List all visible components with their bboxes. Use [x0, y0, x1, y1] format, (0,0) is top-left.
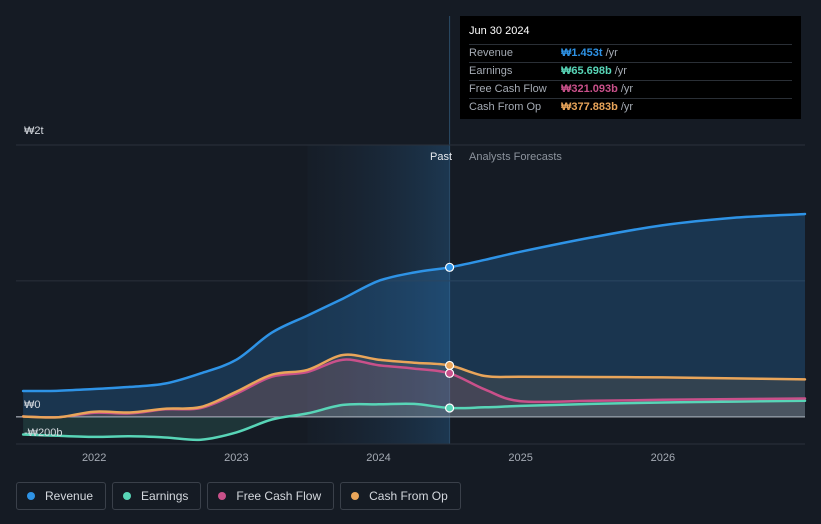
tooltip: Jun 30 2024 Revenue ₩1.453t /yr Earnings…: [460, 16, 801, 119]
tooltip-unit: /yr: [614, 65, 627, 77]
gridlines: [16, 144, 805, 445]
tooltip-value: ₩377.883b: [561, 101, 618, 113]
tooltip-row-free-cash-flow: Free Cash Flow ₩321.093b /yr: [469, 80, 792, 97]
legend-dot-icon: [27, 492, 35, 500]
x-tick-label: 2026: [651, 452, 675, 464]
tooltip-value: ₩1.453t: [561, 47, 603, 59]
x-tick-label: 2024: [366, 452, 390, 464]
legend-label: Revenue: [45, 489, 94, 503]
line-cash-from-op: [21, 353, 807, 419]
legend-label: Cash From Op: [369, 489, 448, 503]
x-tick-label: 2022: [82, 452, 106, 464]
legend-item-free-cash-flow[interactable]: Free Cash Flow: [207, 482, 335, 510]
hover-markers: [444, 262, 455, 413]
y-axis-labels: ₩2t ₩0 -₩200b: [24, 125, 63, 439]
forecast-label: Analysts Forecasts: [469, 151, 562, 163]
legend-item-revenue[interactable]: Revenue: [16, 482, 107, 510]
y-tick-label: ₩2t: [24, 125, 44, 137]
legend-item-earnings[interactable]: Earnings: [112, 482, 202, 510]
legend-dot-icon: [218, 492, 227, 500]
legend-item-cash-from-op[interactable]: Cash From Op: [340, 482, 461, 510]
tooltip-unit: /yr: [620, 83, 634, 95]
tooltip-row-earnings: Earnings ₩65.698b /yr: [469, 62, 792, 79]
line-revenue: [21, 212, 807, 393]
tooltip-row-cash-from-op: Cash From Op ₩377.883b /yr: [469, 98, 792, 115]
tooltip-label: Free Cash Flow: [469, 83, 547, 95]
past-region-band: [307, 145, 450, 444]
y-tick-label: ₩0: [24, 399, 41, 411]
marker-cash-from-op: [444, 360, 455, 371]
tooltip-label: Cash From Op: [469, 101, 542, 113]
area-earnings: [23, 400, 806, 440]
line-earnings: [21, 399, 807, 442]
past-label: Past: [430, 151, 452, 163]
marker-free-cash-flow: [444, 368, 455, 378]
series-lines: [21, 212, 807, 442]
tooltip-label: Earnings: [469, 65, 513, 77]
x-tick-label: 2023: [224, 452, 248, 464]
tooltip-date: Jun 30 2024: [469, 25, 530, 37]
x-tick-label: 2025: [508, 452, 532, 464]
tooltip-value: ₩321.093b: [561, 83, 618, 95]
tooltip-row-revenue: Revenue ₩1.453t /yr: [469, 44, 792, 61]
legend: Revenue Earnings Free Cash Flow Cash Fro…: [16, 482, 461, 510]
tooltip-label: Revenue: [469, 47, 514, 59]
tooltip-unit: /yr: [620, 101, 634, 113]
area-revenue: [23, 214, 806, 417]
x-axis-labels: 2022 2023 2024 2025 2026: [82, 452, 675, 464]
past-region: [307, 16, 451, 444]
legend-label: Earnings: [141, 489, 189, 503]
legend-label: Free Cash Flow: [236, 489, 322, 503]
legend-dot-icon: [123, 492, 132, 500]
tooltip-value: ₩65.698b: [561, 65, 612, 77]
legend-dot-icon: [351, 492, 360, 500]
tooltip-unit: /yr: [605, 47, 618, 59]
marker-revenue: [444, 262, 455, 272]
y-tick-label: -₩200b: [24, 427, 63, 439]
marker-earnings: [444, 403, 455, 413]
